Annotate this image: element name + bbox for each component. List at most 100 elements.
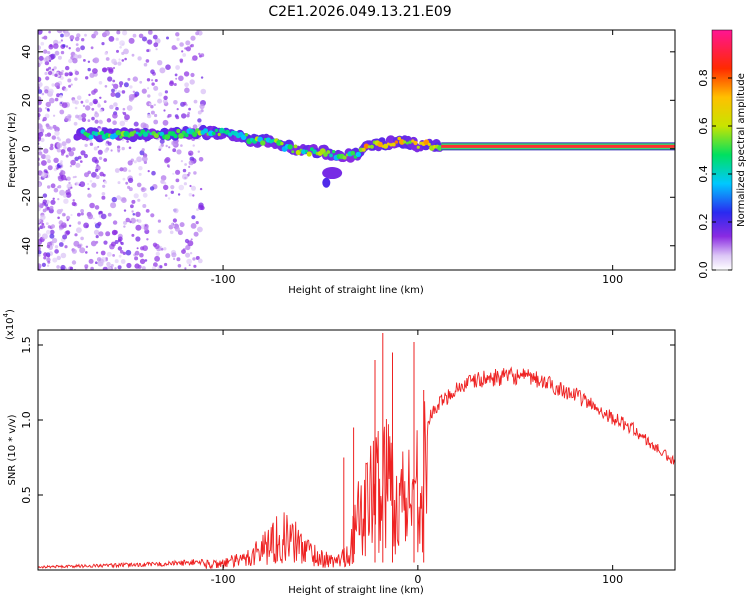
- colorbar-tick-label: 0.0: [697, 261, 710, 279]
- noise-dot: [132, 76, 138, 82]
- noise-dot: [131, 53, 135, 57]
- noise-dot: [38, 107, 43, 113]
- noise-dot: [89, 180, 93, 183]
- noise-dot: [159, 138, 165, 144]
- noise-dot: [43, 256, 47, 260]
- noise-dot: [91, 107, 95, 111]
- noise-dot: [153, 262, 158, 268]
- noise-dot: [80, 236, 84, 241]
- noise-dot: [124, 114, 130, 121]
- ridge-core: [153, 133, 159, 139]
- noise-dot: [47, 185, 51, 189]
- noise-dot: [131, 210, 134, 213]
- noise-dot: [63, 194, 67, 198]
- ridge-core: [408, 140, 412, 144]
- noise-dot: [68, 150, 75, 157]
- noise-dot: [53, 168, 58, 172]
- noise-dot: [66, 176, 71, 181]
- noise-dot: [59, 189, 66, 196]
- noise-dot: [180, 160, 183, 163]
- noise-dot: [123, 82, 129, 88]
- noise-dot: [183, 71, 190, 77]
- noise-dot: [63, 213, 66, 217]
- noise-dot: [166, 164, 170, 168]
- noise-dot: [46, 206, 50, 210]
- noise-dot: [40, 214, 46, 220]
- noise-dot: [128, 94, 135, 100]
- noise-dot: [151, 266, 156, 270]
- noise-dot: [119, 40, 125, 47]
- noise-dot: [56, 255, 61, 261]
- y-tick-label: 0.5: [20, 486, 33, 504]
- spectrogram-ylabel: Frequency (Hz): [7, 112, 18, 188]
- noise-dot: [199, 187, 203, 191]
- noise-dot: [135, 211, 141, 217]
- ridge-core: [178, 133, 184, 139]
- noise-dot: [178, 184, 185, 191]
- noise-dot: [49, 44, 53, 48]
- noise-dot: [177, 264, 182, 268]
- noise-dot: [182, 168, 187, 173]
- noise-dot: [83, 153, 88, 159]
- noise-dot: [121, 51, 125, 56]
- noise-dot: [65, 230, 71, 235]
- noise-dot: [189, 252, 193, 255]
- noise-dot: [128, 177, 134, 183]
- noise-dot: [60, 252, 67, 259]
- noise-dot: [146, 113, 152, 119]
- noise-dot: [99, 96, 102, 100]
- noise-dot: [77, 244, 82, 249]
- noise-dot: [87, 193, 92, 198]
- noise-dot: [171, 45, 177, 51]
- noise-dot: [87, 60, 91, 63]
- noise-dot: [188, 171, 191, 175]
- noise-dot: [63, 146, 67, 150]
- noise-dot: [170, 190, 174, 194]
- noise-dot: [149, 186, 155, 191]
- noise-dot: [106, 251, 112, 257]
- noise-dot: [168, 113, 172, 118]
- ridge-core: [304, 149, 308, 153]
- noise-dot: [123, 209, 127, 212]
- noise-dot: [38, 30, 43, 35]
- noise-dot: [128, 37, 135, 44]
- noise-dot: [73, 121, 78, 126]
- noise-dot: [198, 157, 204, 162]
- noise-dot: [111, 58, 117, 64]
- noise-dot: [99, 109, 103, 113]
- noise-dot: [195, 221, 199, 225]
- noise-dot: [168, 146, 171, 149]
- noise-dot: [121, 146, 125, 151]
- noise-dot: [178, 75, 184, 82]
- noise-dot: [63, 198, 69, 204]
- noise-dot: [190, 223, 197, 229]
- noise-dot: [188, 264, 191, 267]
- noise-dot: [107, 212, 112, 217]
- noise-dot: [158, 92, 163, 97]
- noise-dot: [74, 36, 80, 42]
- noise-dot: [182, 53, 187, 57]
- noise-dot: [85, 245, 89, 248]
- noise-dot: [46, 254, 51, 258]
- noise-dot: [175, 47, 178, 50]
- noise-dot: [171, 252, 177, 258]
- noise-dot: [75, 47, 81, 52]
- noise-dot: [188, 160, 194, 166]
- noise-dot: [198, 52, 201, 56]
- noise-dot: [76, 227, 82, 234]
- noise-dot: [38, 136, 42, 142]
- noise-dot: [164, 90, 168, 94]
- noise-dot: [142, 192, 148, 198]
- steady-band-core: [441, 144, 675, 148]
- noise-dot: [42, 199, 47, 204]
- noise-dot: [160, 175, 167, 181]
- noise-dot: [58, 242, 64, 247]
- noise-dot: [84, 172, 89, 178]
- noise-dot: [175, 65, 181, 70]
- noise-dot: [65, 65, 70, 71]
- noise-dot: [97, 221, 102, 226]
- ridge-core: [411, 139, 415, 143]
- noise-dot: [154, 79, 158, 82]
- noise-dot: [72, 58, 78, 64]
- noise-dot: [41, 92, 45, 96]
